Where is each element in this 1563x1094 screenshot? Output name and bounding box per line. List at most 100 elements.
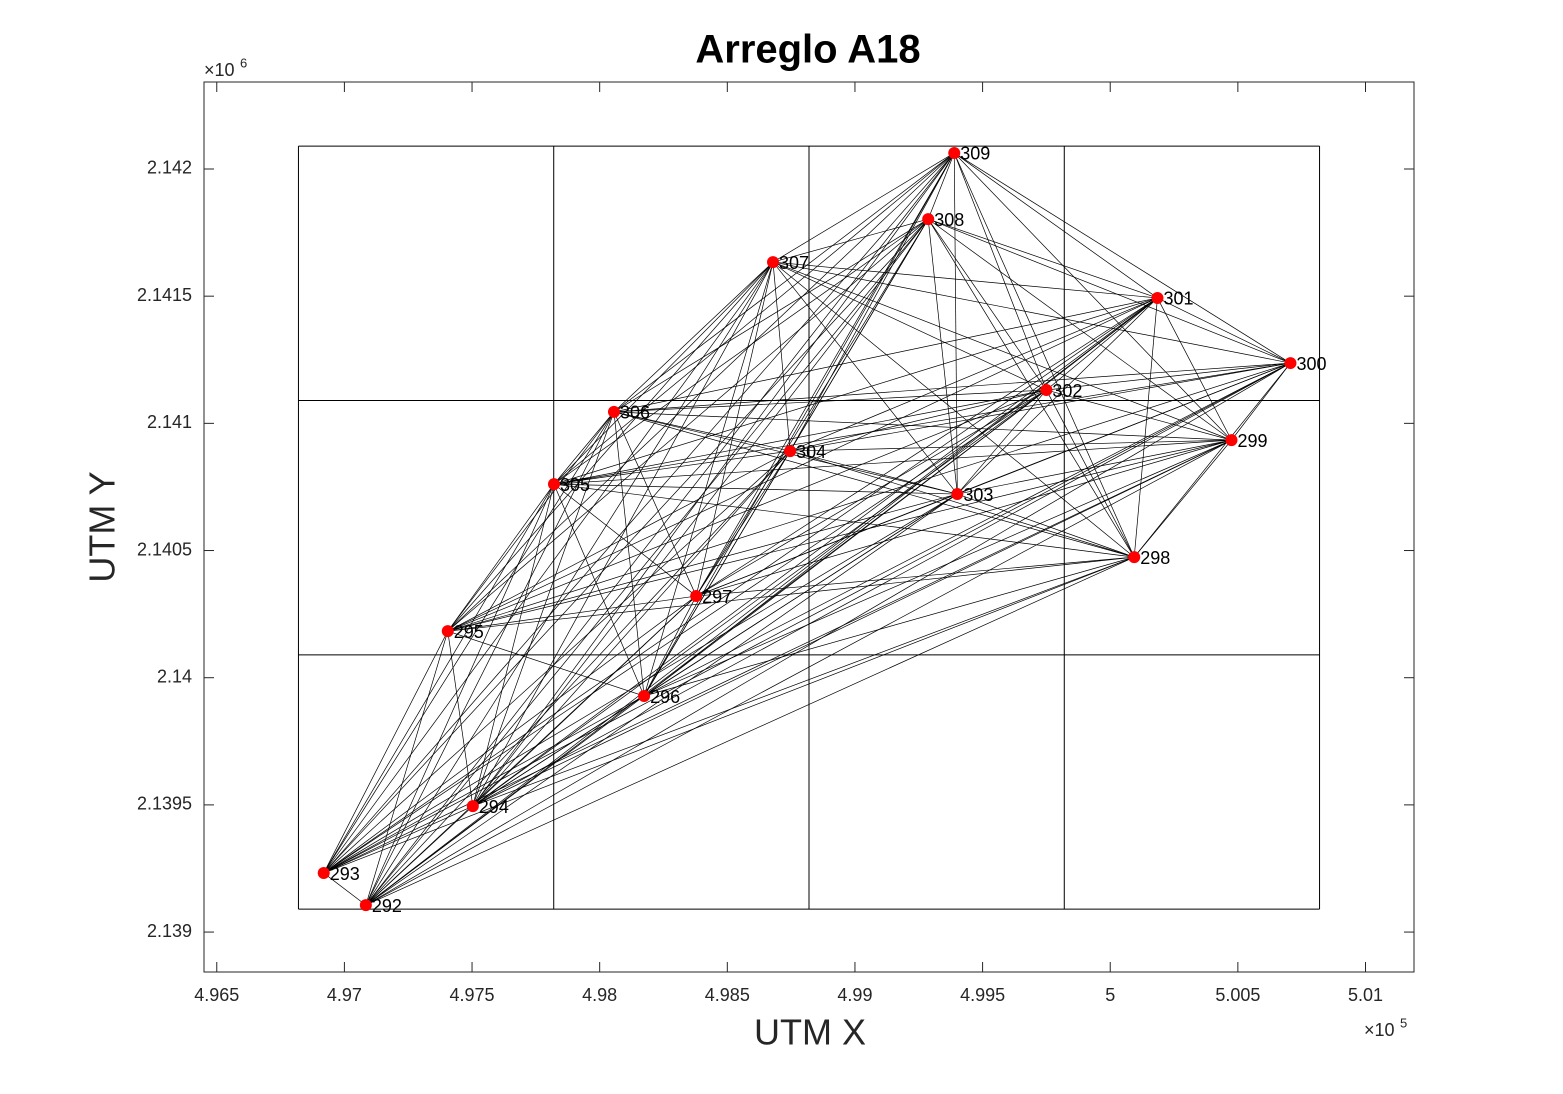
link (613, 152, 955, 413)
link (447, 630, 645, 697)
link (695, 262, 774, 597)
station-label: 301 (1163, 289, 1193, 309)
link (323, 450, 791, 874)
link (789, 297, 1158, 452)
link (613, 411, 791, 452)
link (957, 297, 1158, 495)
link (365, 493, 958, 906)
link (323, 261, 774, 874)
link (928, 218, 1232, 441)
station-label: 294 (479, 797, 509, 817)
link (957, 389, 1047, 495)
station (607, 405, 620, 418)
link (472, 595, 697, 807)
chart-title: Arreglo A18 (695, 28, 920, 72)
x-tick-label: 4.975 (450, 985, 495, 1005)
station (784, 445, 797, 458)
station-label: 309 (960, 144, 990, 164)
station-label: 306 (620, 403, 650, 423)
link (613, 411, 1135, 558)
link (643, 493, 958, 697)
link (553, 152, 955, 485)
link (772, 261, 958, 495)
link (447, 493, 958, 632)
link (323, 595, 697, 874)
link (553, 389, 1047, 485)
link (365, 631, 449, 906)
link (365, 218, 929, 906)
link (323, 805, 473, 874)
link (323, 389, 1047, 874)
link (696, 493, 958, 597)
y-tick-label: 2.139 (147, 921, 192, 941)
x-exponent: 5 (1400, 1015, 1407, 1030)
link (1133, 439, 1232, 558)
link (553, 483, 958, 495)
link (323, 556, 1135, 874)
link (323, 152, 955, 874)
link (365, 556, 1135, 906)
link (472, 411, 615, 807)
x-tick-label: 5.01 (1348, 985, 1383, 1005)
link (323, 483, 555, 874)
station-label: 293 (330, 864, 360, 884)
link (927, 152, 955, 220)
link (472, 389, 1047, 807)
y-tick-label: 2.1405 (137, 539, 192, 559)
x-tick-label: 4.98 (582, 985, 617, 1005)
station (317, 867, 330, 880)
link (447, 362, 1291, 632)
link (365, 439, 1232, 906)
link (695, 389, 1047, 597)
station-label: 292 (372, 896, 402, 916)
link (553, 484, 645, 697)
link (954, 152, 1291, 364)
link (613, 218, 929, 413)
link (1133, 297, 1158, 558)
link (790, 389, 1047, 452)
station-label: 302 (1052, 381, 1082, 401)
x-tick-label: 5.005 (1215, 985, 1260, 1005)
link (323, 493, 958, 874)
station (690, 590, 703, 603)
link (643, 439, 1232, 697)
link (954, 152, 1158, 299)
link (553, 297, 1158, 485)
station (1040, 384, 1053, 397)
link (323, 872, 367, 906)
station (1225, 434, 1238, 447)
link (957, 362, 1291, 495)
link (447, 483, 555, 632)
link (957, 493, 1135, 558)
link (643, 297, 1158, 697)
axes-frame (203, 81, 1415, 973)
link (447, 556, 1135, 632)
link (696, 556, 1135, 597)
link (927, 218, 1135, 558)
link (928, 218, 1291, 364)
station-label: 298 (1140, 548, 1170, 568)
y-tick-label: 2.141 (147, 412, 192, 432)
link (472, 450, 791, 807)
link (447, 389, 1047, 632)
link (790, 450, 958, 495)
y-tick-label: 2.1415 (137, 285, 192, 305)
station-label: 303 (963, 485, 993, 505)
station-label: 308 (934, 210, 964, 230)
y-exponent: 6 (240, 55, 247, 70)
station (767, 256, 780, 269)
station-label: 307 (779, 253, 809, 273)
link (553, 411, 615, 485)
link (447, 439, 1232, 632)
y-tick-label: 2.142 (147, 158, 192, 178)
link (447, 450, 791, 632)
link (1046, 362, 1291, 391)
station (359, 899, 372, 912)
link (553, 218, 929, 485)
link (953, 152, 1135, 558)
link (772, 152, 955, 263)
station (1128, 551, 1141, 564)
y-axis-label: UTM Y (82, 471, 123, 582)
station-label: 296 (650, 687, 680, 707)
link (613, 411, 645, 697)
